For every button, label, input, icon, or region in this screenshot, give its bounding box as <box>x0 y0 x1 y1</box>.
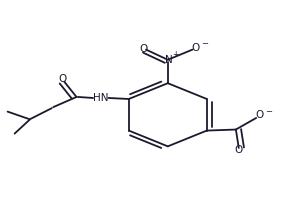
Text: O: O <box>235 145 243 155</box>
Text: HN: HN <box>93 93 109 103</box>
Text: +: + <box>172 50 178 59</box>
Text: O: O <box>139 44 147 54</box>
Text: O: O <box>191 43 199 53</box>
Text: O: O <box>255 110 263 120</box>
Text: −: − <box>201 40 208 49</box>
Text: N: N <box>165 55 173 65</box>
Text: O: O <box>59 74 67 84</box>
Text: −: − <box>265 107 272 116</box>
